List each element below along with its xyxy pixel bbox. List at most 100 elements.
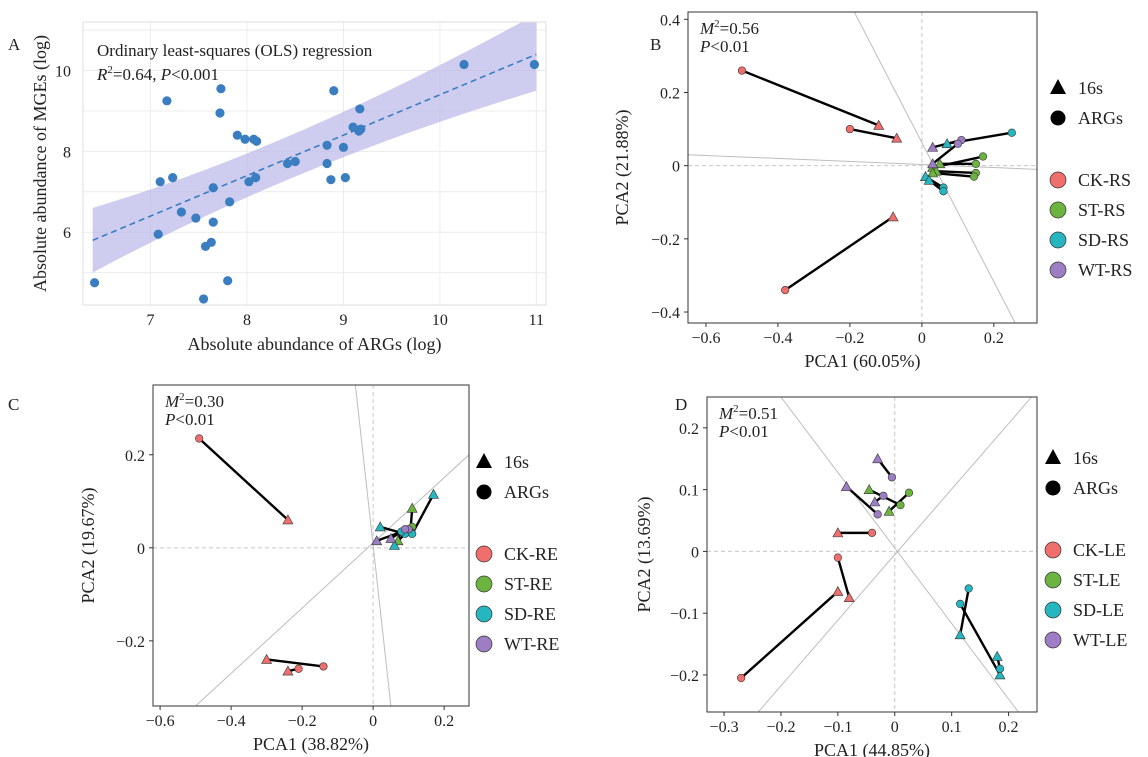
args-point: [873, 510, 882, 519]
pair-segment: [849, 127, 897, 140]
plot-area: [83, 22, 546, 305]
pair-segment: [198, 437, 289, 521]
plot-area: [153, 385, 469, 706]
plot-frame: [706, 396, 1038, 713]
data-point: [208, 217, 218, 227]
y-tick-label: −0.2: [670, 668, 699, 685]
sixteen-s-point: [371, 535, 383, 546]
args-point: [867, 528, 877, 537]
data-point: [322, 158, 332, 169]
legend-group-label: WT-LE: [1073, 630, 1127, 650]
x-tick-label: −0.2: [766, 719, 795, 736]
sixteen-s-point: [427, 488, 440, 499]
chart-title: Ordinary least-squares (OLS) regression: [97, 41, 373, 60]
args-point: [195, 434, 204, 443]
stat-m2: M2=0.51: [718, 403, 778, 423]
legend-label-args: ARGs: [1073, 478, 1118, 498]
legend-group-swatch: [1049, 261, 1067, 279]
plot-frame: [82, 21, 547, 306]
x-tick-label: −0.2: [835, 330, 864, 347]
stat-superscript: 2: [733, 403, 739, 415]
x-tick-label: −0.4: [217, 713, 246, 730]
procrustes-axis: [780, 397, 1020, 712]
legend-group-label: ST-LE: [1073, 570, 1120, 590]
stat-p-symbol: P: [160, 65, 171, 84]
sixteen-s-point: [863, 484, 875, 494]
stat-m2-value: =0.56: [720, 19, 759, 38]
legend-group-swatch: [1044, 601, 1062, 619]
x-tick-label: 0.2: [984, 330, 1004, 347]
args-point: [953, 139, 962, 148]
sixteen-s-point: [883, 505, 895, 516]
x-tick-label: 0: [369, 713, 377, 730]
sixteen-s-point: [994, 669, 1006, 680]
sixteen-s-point: [282, 514, 294, 525]
args-point: [845, 124, 855, 134]
data-point: [225, 197, 235, 207]
y-axis-label: PCA2 (13.69%): [634, 496, 655, 612]
x-tick-label: 0.1: [942, 719, 962, 736]
y-tick-label: −0.1: [670, 606, 699, 623]
y-tick-label: 0: [137, 541, 145, 558]
legend-circle-icon: [1045, 480, 1061, 496]
plot-frame: [152, 384, 470, 707]
data-point: [240, 134, 250, 144]
sixteen-s-point: [832, 585, 844, 596]
plot-area: [688, 12, 1037, 323]
stat-m2-value: =0.30: [185, 392, 224, 411]
args-point: [939, 187, 948, 196]
legend-group-swatch: [475, 635, 493, 653]
y-tick-label: 0.2: [125, 448, 145, 465]
y-tick-label: 10: [55, 64, 71, 81]
sixteen-s-point: [991, 650, 1003, 661]
data-point: [252, 136, 262, 146]
legend-group-label: SD-RE: [504, 604, 556, 624]
sixteen-s-point: [832, 527, 844, 538]
stat-p: P<0.01: [718, 422, 769, 441]
sixteen-s-point: [941, 138, 953, 149]
args-point: [995, 664, 1005, 673]
data-point: [191, 213, 201, 223]
y-axis-label: PCA2 (19.67%): [78, 487, 99, 603]
legend-group-swatch: [1044, 631, 1062, 649]
x-axis-label: Absolute abundance of ARGs (log): [188, 334, 442, 355]
y-tick-label: 0: [672, 159, 680, 176]
stat-text: R2=0.64, P<0.001: [96, 64, 219, 84]
data-point: [223, 276, 233, 286]
x-tick-label: 0.2: [434, 713, 454, 730]
args-point: [737, 66, 747, 75]
legend-circle-icon: [1050, 110, 1066, 126]
data-point: [338, 142, 349, 152]
data-point: [162, 96, 172, 106]
stat-m-symbol: M: [164, 392, 180, 411]
pair-segment: [931, 142, 959, 165]
args-point: [978, 152, 988, 161]
x-tick-label: −0.4: [763, 330, 792, 347]
args-point: [964, 584, 973, 593]
data-point: [290, 156, 300, 167]
x-tick-label: −0.3: [710, 719, 739, 736]
args-point: [294, 664, 303, 673]
y-tick-label: 6: [63, 225, 71, 242]
x-axis-label: PCA1 (44.85%): [814, 740, 930, 757]
stat-m2-value: =0.51: [739, 404, 778, 423]
data-point: [326, 175, 336, 185]
stat-p-symbol: P: [718, 422, 729, 441]
data-point: [216, 84, 226, 94]
data-point: [282, 158, 293, 169]
stat-p-value: <0.01: [710, 37, 749, 56]
data-point: [176, 207, 186, 217]
sixteen-s-point: [923, 174, 935, 185]
data-point: [356, 124, 366, 134]
legend-group-swatch: [1044, 541, 1062, 559]
panel-b: B−0.6 −0.4 −0.2 0 0.2−0.4−0.200.20.4 M2=0.56P…: [612, 11, 1132, 372]
data-point: [208, 183, 218, 193]
data-point: [198, 294, 209, 304]
x-axis-label: PCA1 (60.05%): [805, 351, 921, 372]
legend-triangle-icon: [1050, 79, 1066, 94]
legend-group-label: ST-RE: [504, 574, 552, 594]
legend-group-swatch: [1049, 171, 1067, 189]
data-point: [329, 86, 339, 96]
legend-group-label: WT-RE: [504, 634, 559, 654]
